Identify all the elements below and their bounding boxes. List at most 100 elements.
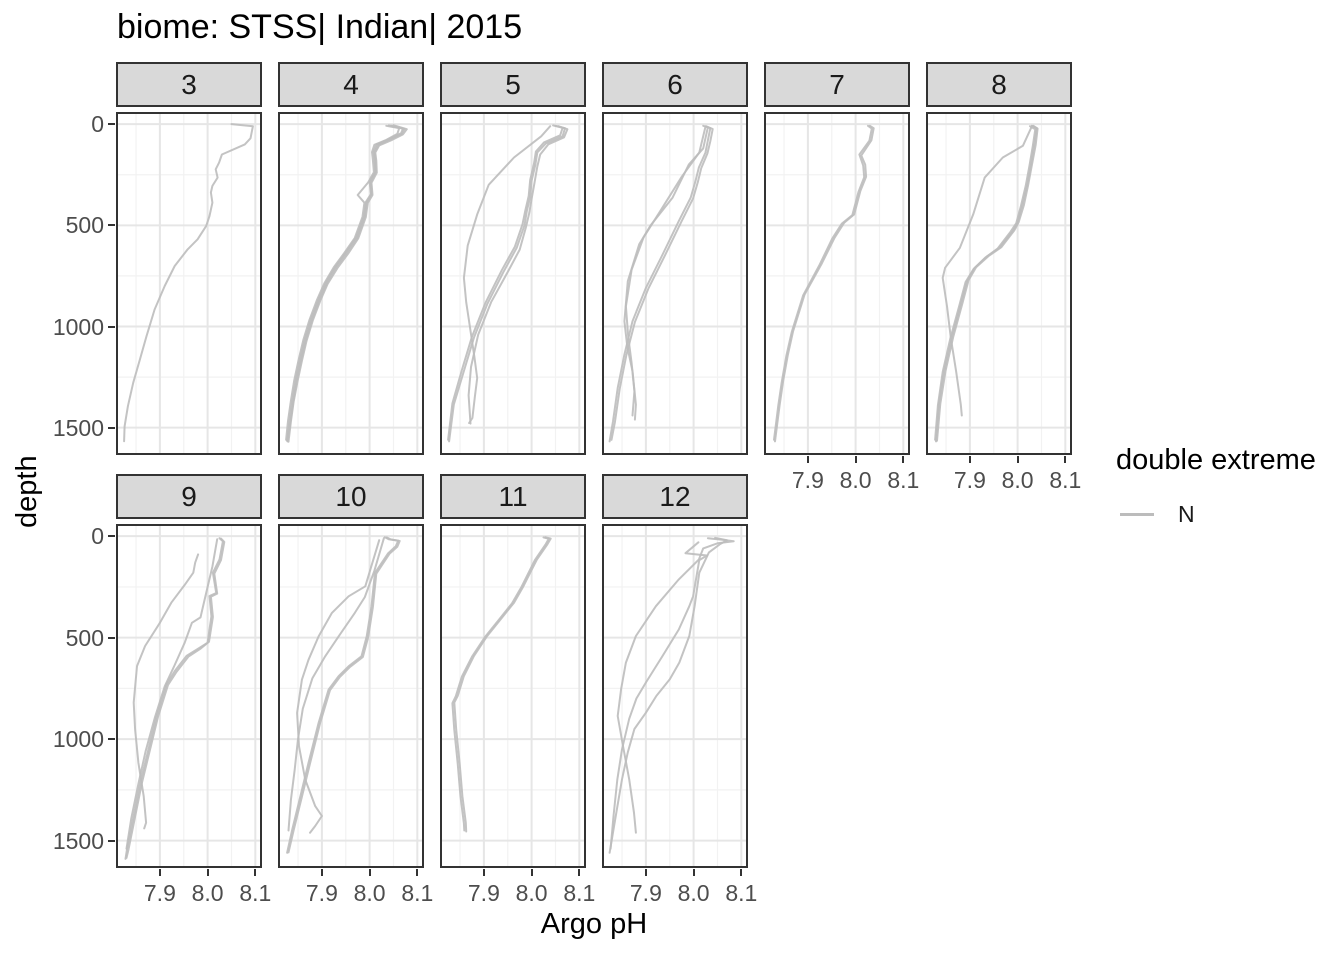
profile-line (287, 124, 408, 443)
x-tick-label: 7.9 (629, 880, 662, 906)
x-tick-mark (368, 869, 371, 876)
y-tick-label: 1000 (52, 313, 104, 340)
legend-item-label: N (1178, 501, 1195, 527)
y-tick-mark (108, 123, 115, 126)
profile-line (624, 125, 707, 417)
x-tick-mark (320, 869, 323, 876)
x-tick-label: 8.1 (887, 467, 920, 493)
y-tick-label: 0 (91, 523, 104, 550)
legend: double extreme N (1116, 444, 1316, 528)
facet-strip-10: 10 (278, 474, 424, 519)
panel-border (440, 524, 586, 868)
profile-line (616, 537, 735, 834)
y-tick-mark (108, 839, 115, 842)
x-tick-mark (1064, 456, 1067, 463)
profile-line (774, 124, 875, 443)
profile-line (608, 536, 728, 854)
y-tick-label: 1500 (52, 414, 104, 441)
profile-line (286, 536, 400, 854)
panel-border (926, 112, 1072, 455)
profile-line (609, 541, 708, 850)
x-tick-mark (254, 869, 257, 876)
x-tick-label: 8.0 (515, 880, 548, 906)
profile-line (125, 537, 226, 859)
profile-line (123, 123, 254, 443)
facet-strip-8: 8 (926, 62, 1072, 107)
facet-panel-11 (440, 524, 586, 868)
x-tick-label: 7.9 (791, 467, 824, 493)
x-axis-title: Argo pH (540, 908, 648, 940)
facet-strip-6: 6 (602, 62, 748, 107)
profile-line (124, 537, 224, 860)
y-tick-mark (108, 738, 115, 741)
facet-strip-4: 4 (278, 62, 424, 107)
facet-strip-9: 9 (116, 474, 262, 519)
y-tick-label: 0 (91, 111, 104, 138)
profile-line (453, 536, 552, 833)
profile-line (935, 124, 1038, 443)
x-tick-label: 7.9 (467, 880, 500, 906)
panel-border (602, 524, 748, 868)
facet-strip-3: 3 (116, 62, 262, 107)
y-tick-label: 500 (65, 212, 104, 239)
facet-panel-8 (926, 112, 1072, 455)
profile-line (610, 125, 714, 441)
facet-panel-5 (440, 112, 586, 455)
panel-border (116, 112, 262, 455)
x-tick-label: 8.0 (677, 880, 710, 906)
x-tick-label: 8.1 (401, 880, 434, 906)
x-tick-mark (968, 456, 971, 463)
y-tick-mark (108, 426, 115, 429)
x-tick-mark (158, 869, 161, 876)
legend-key-line (1120, 513, 1154, 516)
facet-strip-5: 5 (440, 62, 586, 107)
x-tick-mark (740, 869, 743, 876)
x-tick-mark (482, 869, 485, 876)
legend-title: double extreme (1116, 444, 1316, 476)
profile-line (462, 125, 552, 424)
y-tick-mark (108, 535, 115, 538)
facet-panel-6 (602, 112, 748, 455)
profile-line (286, 124, 404, 442)
facet-panel-4 (278, 112, 424, 455)
profile-line (451, 536, 550, 832)
facet-panel-10 (278, 524, 424, 868)
profile-line (448, 124, 566, 443)
panel-border (278, 524, 424, 868)
profile-line (941, 125, 1033, 417)
x-tick-label: 8.1 (1049, 467, 1082, 493)
profile-line (125, 538, 219, 850)
profile-line (934, 125, 1037, 441)
profile-line (132, 553, 200, 830)
y-tick-label: 1500 (52, 827, 104, 854)
x-tick-label: 7.9 (143, 880, 176, 906)
facet-strip-7: 7 (764, 62, 910, 107)
x-tick-label: 7.9 (305, 880, 338, 906)
x-tick-label: 8.0 (191, 880, 224, 906)
x-tick-mark (902, 456, 905, 463)
legend-item: N (1116, 501, 1316, 528)
profile-line (296, 539, 381, 834)
profile-line (936, 124, 1039, 442)
profile-line (447, 124, 564, 441)
x-tick-mark (644, 869, 647, 876)
x-tick-mark (578, 869, 581, 876)
x-tick-label: 8.0 (839, 467, 872, 493)
facet-strip-11: 11 (440, 474, 586, 519)
y-tick-label: 1000 (52, 726, 104, 753)
facet-panel-9 (116, 524, 262, 868)
profile-line (467, 125, 569, 425)
panel-border (278, 112, 424, 455)
y-tick-mark (108, 325, 115, 328)
facet-panel-12 (602, 524, 748, 868)
x-tick-mark (692, 869, 695, 876)
profile-line (623, 126, 709, 421)
x-tick-mark (806, 456, 809, 463)
profile-line (287, 537, 385, 832)
panel-border (602, 112, 748, 455)
y-axis-title: depth (11, 455, 43, 528)
x-tick-label: 8.1 (563, 880, 596, 906)
chart-title: biome: STSS| Indian| 2015 (117, 8, 523, 46)
y-tick-mark (108, 224, 115, 227)
